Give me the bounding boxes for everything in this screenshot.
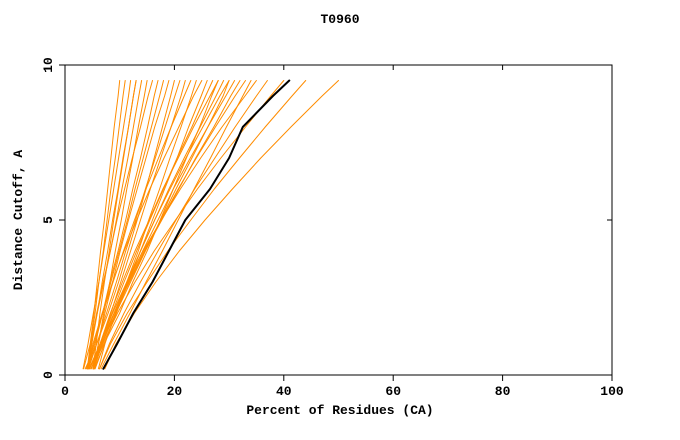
- y-tick-label: 5: [41, 216, 56, 224]
- model-17: [86, 80, 203, 370]
- x-tick-label: 20: [167, 384, 183, 399]
- model-01: [86, 80, 121, 370]
- model-15: [87, 80, 192, 370]
- model-05: [87, 80, 137, 370]
- highlighted-model: [102, 79, 291, 370]
- model-28: [100, 80, 252, 370]
- model-07: [92, 80, 148, 370]
- model-20: [92, 80, 219, 370]
- model-08: [86, 80, 153, 370]
- model-23: [89, 80, 230, 370]
- model-29: [92, 80, 257, 370]
- x-tick-label: 60: [385, 384, 401, 399]
- x-tick-label: 100: [600, 384, 624, 399]
- model-03: [82, 80, 132, 370]
- model-02: [86, 80, 126, 370]
- x-tick-label: 0: [61, 384, 69, 399]
- model-33: [104, 80, 339, 370]
- chart-title: T0960: [320, 12, 360, 27]
- model-11: [92, 80, 170, 370]
- plot-frame: [64, 64, 613, 376]
- y-tick-label: 0: [41, 371, 56, 379]
- y-tick-label: 10: [41, 57, 56, 73]
- model-13: [88, 80, 181, 370]
- x-axis-label: Percent of Residues (CA): [246, 403, 434, 418]
- model-32: [99, 80, 307, 370]
- x-tick-label: 80: [495, 384, 511, 399]
- model-24: [97, 80, 230, 370]
- x-tick-label: 40: [276, 384, 292, 399]
- model-31: [92, 80, 285, 370]
